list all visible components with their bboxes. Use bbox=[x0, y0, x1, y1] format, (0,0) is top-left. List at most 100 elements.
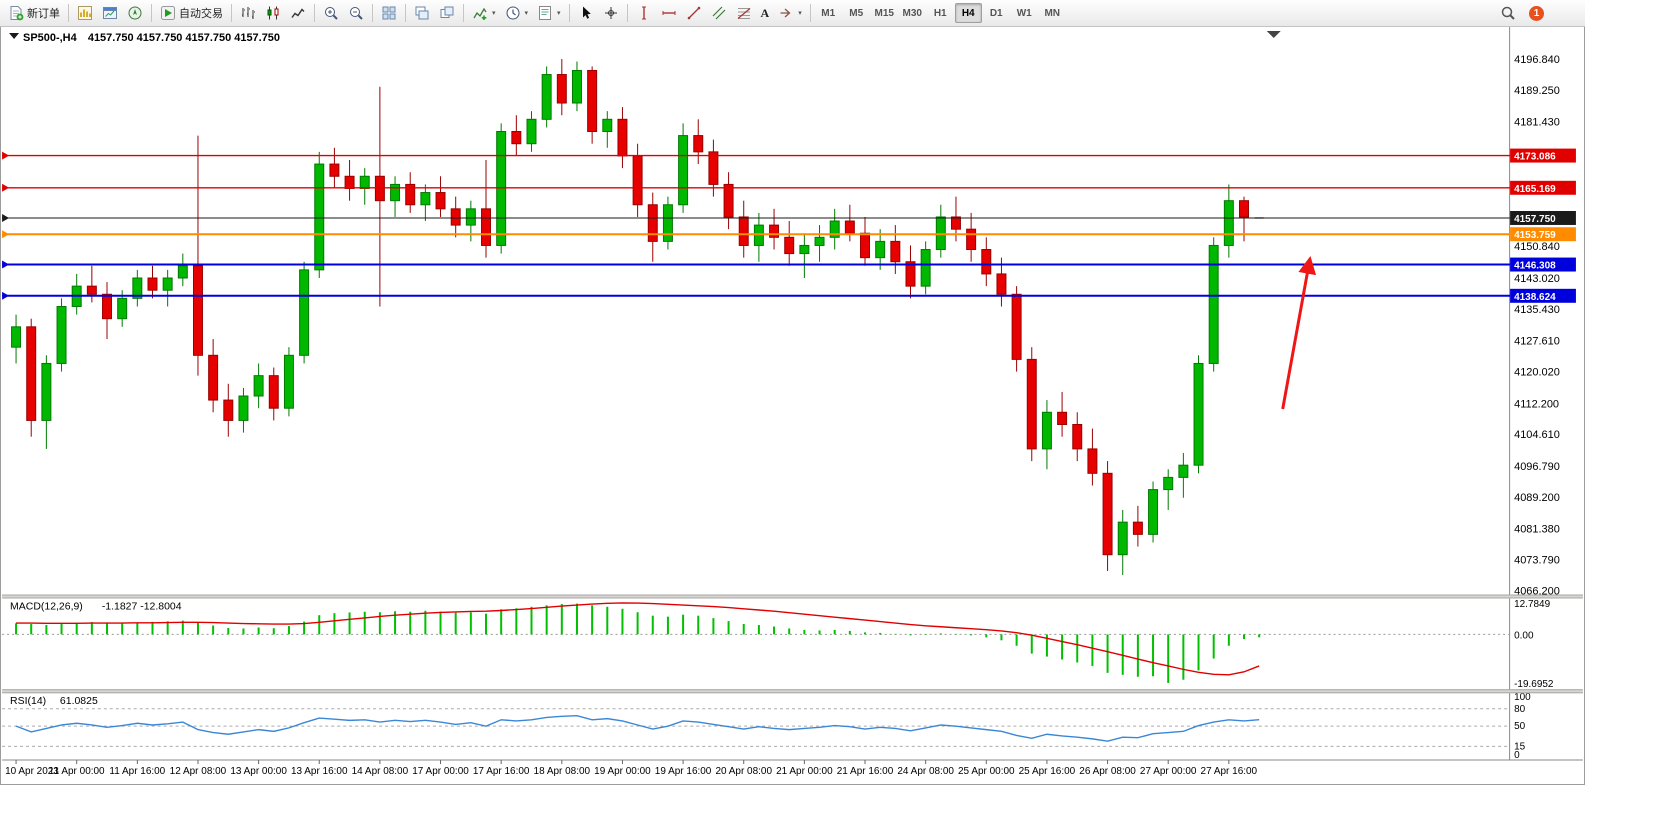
timeframe-button-H4[interactable]: H4 bbox=[954, 3, 982, 23]
arrange-windows-button[interactable] bbox=[410, 2, 434, 24]
timeframe-button-MN[interactable]: MN bbox=[1039, 3, 1066, 23]
toolbar-separator bbox=[463, 4, 464, 22]
line-chart-button[interactable] bbox=[286, 2, 310, 24]
text-icon: A bbox=[760, 6, 770, 20]
autotrading-button[interactable]: 自动交易 bbox=[156, 2, 227, 24]
candle bbox=[1208, 244, 1219, 364]
price-axis-label: 4150.840 bbox=[1514, 241, 1560, 253]
notifications-button[interactable]: 1 bbox=[1526, 2, 1547, 24]
vertical-line-icon bbox=[636, 5, 652, 21]
price-tag bbox=[1510, 148, 1576, 163]
candle bbox=[996, 273, 1007, 295]
cascade-windows-button[interactable] bbox=[435, 2, 459, 24]
candle bbox=[602, 118, 613, 133]
toolbar-right-group: 1 bbox=[1497, 2, 1579, 24]
candle bbox=[829, 220, 840, 238]
candle bbox=[1148, 489, 1159, 535]
zoom-out-button[interactable] bbox=[344, 2, 368, 24]
candle bbox=[1178, 464, 1189, 478]
crosshair-button[interactable] bbox=[599, 2, 623, 24]
chart-window-icon bbox=[102, 5, 118, 21]
navigator-button[interactable] bbox=[123, 2, 147, 24]
chevron-down-icon: ▾ bbox=[798, 10, 802, 17]
cursor-button[interactable] bbox=[574, 2, 598, 24]
time-axis-label: 11 Apr 00:00 bbox=[49, 766, 105, 777]
horizontal-line-button[interactable] bbox=[657, 2, 681, 24]
candle bbox=[1117, 521, 1128, 556]
periods-button[interactable]: ▾ bbox=[501, 2, 533, 24]
up-arrow-annotation[interactable] bbox=[1281, 255, 1317, 410]
market-watch-button[interactable] bbox=[73, 2, 97, 24]
time-axis-label: 21 Apr 16:00 bbox=[837, 766, 894, 777]
time-axis-label: 18 Apr 08:00 bbox=[534, 766, 591, 777]
line-left-marker bbox=[2, 260, 10, 269]
chart-title: SP500-,H4 bbox=[23, 32, 78, 44]
one-click-trading-toggle[interactable] bbox=[9, 32, 20, 39]
indicators-icon bbox=[472, 5, 488, 21]
candlestick-button[interactable] bbox=[261, 2, 285, 24]
time-axis-label: 26 Apr 08:00 bbox=[1079, 766, 1136, 777]
chart-window-button[interactable] bbox=[98, 2, 122, 24]
rsi-scale-label: 80 bbox=[1514, 704, 1526, 715]
chart-plot-area[interactable] bbox=[2, 27, 1511, 595]
timeframe-button-H1[interactable]: H1 bbox=[927, 3, 954, 23]
candlestick-icon bbox=[265, 5, 281, 21]
chart-shift-marker[interactable] bbox=[1266, 30, 1281, 38]
timeframe-button-M15[interactable]: M15 bbox=[871, 3, 898, 23]
timeframe-button-M1[interactable]: M1 bbox=[815, 3, 842, 23]
channel-button[interactable] bbox=[707, 2, 731, 24]
autotrading-button-label: 自动交易 bbox=[179, 8, 223, 20]
candle bbox=[1026, 358, 1037, 450]
toolbar-separator bbox=[809, 4, 811, 22]
price-axis-label: 4120.020 bbox=[1514, 366, 1560, 378]
templates-button[interactable]: ▾ bbox=[533, 2, 565, 24]
candle bbox=[799, 244, 810, 255]
candle bbox=[875, 240, 886, 259]
price-axis-label: 4096.790 bbox=[1514, 461, 1560, 473]
zoom-out-icon bbox=[348, 5, 364, 21]
shapes-button[interactable]: ▾ bbox=[774, 2, 806, 24]
time-axis-label: 27 Apr 00:00 bbox=[1140, 766, 1197, 777]
time-axis-label: 27 Apr 16:00 bbox=[1201, 766, 1258, 777]
price-tag bbox=[1510, 257, 1576, 272]
main-toolbar: 新订单 自动交易 ▾ ▾ ▾ A ▾ M1 M5 M15 M30 H1 H4 D1 W1 MN 1 bbox=[0, 0, 1585, 27]
time-axis-label: 19 Apr 00:00 bbox=[594, 766, 651, 777]
price-axis-label: 4073.790 bbox=[1514, 555, 1560, 567]
trendline-button[interactable] bbox=[682, 2, 706, 24]
candle bbox=[177, 265, 188, 279]
candle bbox=[526, 118, 537, 145]
indicators-button[interactable]: ▾ bbox=[468, 2, 500, 24]
timeframe-button-D1[interactable]: D1 bbox=[983, 3, 1010, 23]
candle bbox=[950, 216, 961, 230]
candle bbox=[208, 354, 219, 401]
text-button[interactable]: A bbox=[757, 2, 774, 24]
candle bbox=[1041, 411, 1052, 450]
candle bbox=[1163, 476, 1174, 491]
tile-windows-button[interactable] bbox=[377, 2, 401, 24]
bar-chart-button[interactable] bbox=[236, 2, 260, 24]
macd-values: -1.1827 -12.8004 bbox=[102, 601, 182, 612]
panel-separator[interactable] bbox=[2, 689, 1583, 694]
line-left-marker bbox=[2, 291, 10, 300]
chart-ohlc-values: 4157.750 4157.750 4157.750 4157.750 bbox=[88, 32, 280, 44]
fibonacci-button[interactable] bbox=[732, 2, 756, 24]
candle bbox=[86, 285, 97, 295]
candle bbox=[450, 208, 461, 226]
time-axis[interactable] bbox=[2, 760, 1583, 783]
price-axis[interactable] bbox=[1510, 27, 1583, 761]
macd-scale-label: 12.7849 bbox=[1514, 599, 1550, 610]
panel-separator[interactable] bbox=[2, 594, 1583, 599]
timeframe-button-W1[interactable]: W1 bbox=[1011, 3, 1038, 23]
zoom-in-button[interactable] bbox=[319, 2, 343, 24]
search-button[interactable] bbox=[1497, 2, 1519, 24]
candle bbox=[56, 305, 67, 364]
timeframe-button-M30[interactable]: M30 bbox=[899, 3, 926, 23]
timeframe-button-M5[interactable]: M5 bbox=[843, 3, 870, 23]
new-order-button[interactable]: 新订单 bbox=[4, 2, 64, 24]
time-axis-label: 14 Apr 08:00 bbox=[352, 766, 409, 777]
line-left-marker bbox=[2, 213, 10, 222]
candle bbox=[465, 208, 476, 226]
price-axis-label: 4181.430 bbox=[1514, 117, 1560, 129]
vertical-line-button[interactable] bbox=[632, 2, 656, 24]
candle bbox=[1223, 200, 1234, 246]
